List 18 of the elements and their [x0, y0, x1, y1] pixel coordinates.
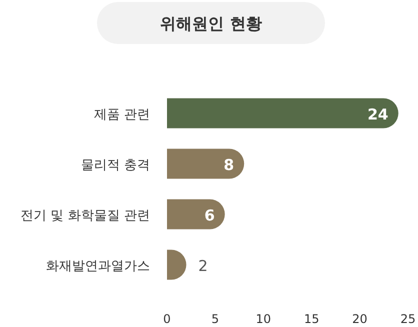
x-tick-label: 15 — [304, 312, 320, 326]
data-label: 2 — [198, 256, 208, 275]
data-label: 24 — [367, 105, 388, 124]
x-tick-label: 0 — [163, 312, 171, 326]
x-tick-label: 20 — [352, 312, 368, 326]
data-label: 8 — [224, 156, 234, 174]
bar — [167, 98, 398, 128]
bar — [167, 148, 244, 179]
y-tick-label: 제품 관련 — [94, 107, 150, 122]
y-tick-label: 전기 및 화학물질 관련 — [20, 208, 150, 224]
x-tick-label: 10 — [256, 312, 272, 326]
x-tick-label: 5 — [211, 312, 220, 326]
y-tick-label: 물리적 충격 — [80, 158, 150, 173]
data-label: 6 — [204, 206, 215, 224]
x-tick-label: 25 — [400, 312, 416, 326]
chart-title: 위해원인 현황 — [160, 14, 262, 33]
bar — [167, 199, 225, 230]
y-tick-label: 화재발연과열가스 — [46, 258, 150, 274]
